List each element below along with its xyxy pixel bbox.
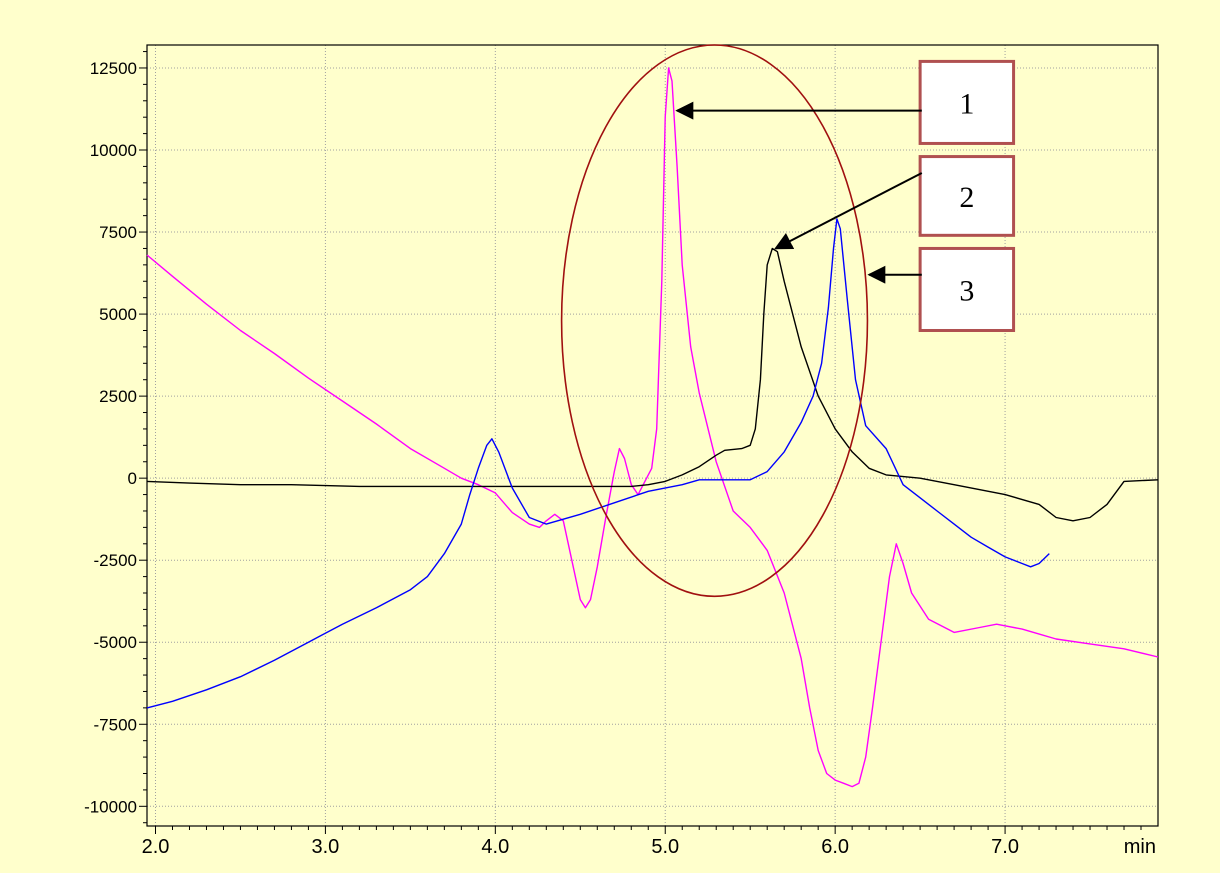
y-tick-label: 7500	[99, 223, 137, 242]
callout-arrow	[774, 172, 923, 250]
x-tick-label: 4.0	[481, 836, 509, 858]
x-unit-label: min	[1124, 836, 1156, 858]
x-tick-label: 2.0	[142, 836, 170, 858]
series-line	[146, 218, 1050, 709]
grid-lines	[147, 45, 1158, 826]
callout-box	[918, 59, 1016, 145]
y-tick-label: -10000	[84, 797, 137, 816]
series-line	[146, 247, 1159, 522]
axes	[139, 44, 1159, 834]
callout-box	[918, 155, 1016, 237]
callout-label: 1	[959, 87, 974, 120]
highlight-ellipse	[560, 44, 869, 598]
x-tick-label: 6.0	[821, 836, 849, 858]
series-lines	[146, 67, 1159, 788]
y-tick-label: 12500	[90, 59, 137, 78]
y-tick-label: 5000	[99, 305, 137, 324]
y-tick-label: 10000	[90, 141, 137, 160]
y-tick-label: -2500	[94, 551, 137, 570]
x-tick-label: 5.0	[651, 836, 679, 858]
y-tick-label: -7500	[94, 715, 137, 734]
plot-frame	[146, 44, 1159, 827]
x-tick-label: 3.0	[312, 836, 340, 858]
callout-box	[918, 246, 1016, 332]
y-tick-label: -5000	[94, 633, 137, 652]
callout-label: 2	[959, 181, 974, 214]
x-tick-label: 7.0	[991, 836, 1019, 858]
annotations: 1 2 3	[560, 44, 1016, 598]
y-tick-label: 0	[128, 469, 137, 488]
callout-label: 3	[959, 274, 974, 307]
series-line	[146, 67, 1159, 788]
tick-labels: -10000 -7500 -5000 -2500 0 2500 5000 7500 10000 1…	[84, 59, 1156, 858]
y-tick-label: 2500	[99, 387, 137, 406]
